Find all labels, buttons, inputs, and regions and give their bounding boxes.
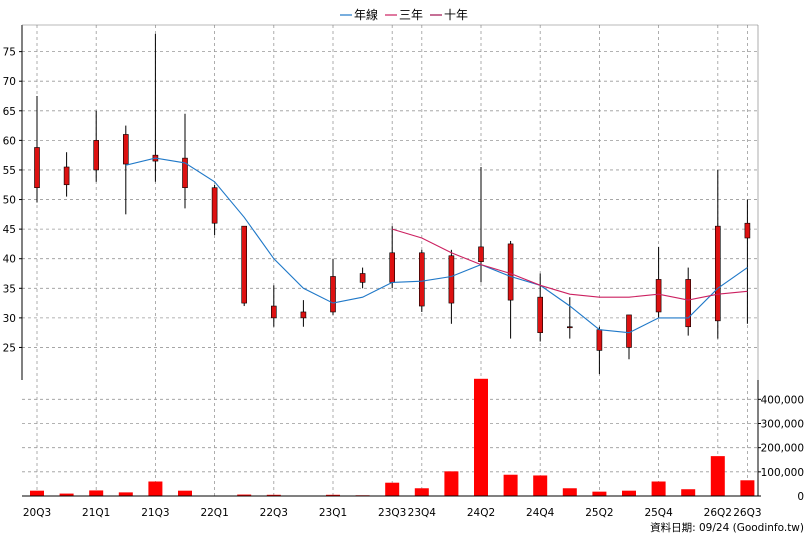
volume-axis-labels: 0 100,000 200,000 300,000 400,000 [758,394,804,503]
volume-bar [148,481,163,496]
candle-body [182,157,188,189]
volume-tick-label: 300,000 [761,419,804,431]
volume-tick-label: 400,000 [761,394,804,406]
candle-body [123,134,129,165]
price-tick-label: 50 [3,195,16,207]
axes [21,24,759,497]
price-axis-labels: 25 30 35 40 45 50 55 60 65 70 75 [3,47,22,354]
volume-bar [740,480,755,496]
x-tick-label: 23Q4 [408,507,437,519]
x-tick-label: 24Q4 [526,507,555,519]
candle-body [359,273,366,283]
volume-bar [178,490,192,496]
candle-body [744,222,751,239]
candle-body [478,246,484,262]
price-tick-label: 25 [3,342,16,354]
x-tick-label: 21Q3 [141,507,169,519]
candle-body [93,140,99,171]
candle-body [63,166,70,186]
ma-year-line [125,157,748,334]
volume-bar [59,493,74,496]
x-tick-label: 26Q2 [704,507,732,519]
legend-label-10y: 十年 [444,8,468,22]
ma-3y-line [392,228,748,301]
volume-bar [118,492,133,496]
price-tick-label: 65 [3,106,16,118]
volume-bar [533,475,548,496]
x-tick-label: 23Q3 [378,507,406,519]
price-tick-label: 75 [3,47,16,59]
x-tick-label: 21Q1 [82,507,110,519]
candle-body [211,187,218,224]
volume-bar [710,456,725,496]
volume-bar [385,482,400,496]
x-tick-label: 25Q2 [585,507,613,519]
price-tick-label: 45 [3,224,16,236]
price-tick-label: 40 [3,254,16,266]
candle-body [685,279,692,328]
volume-bars [30,378,755,496]
price-tick-label: 55 [3,165,16,177]
volume-bar [474,378,488,496]
footer-source: 資料日期: 09/24 (Goodinfo.tw) [650,521,804,534]
price-candles [34,33,751,375]
price-tick-label: 70 [3,76,16,88]
candle-body [330,276,336,313]
legend: 年線 三年 十年 [340,7,468,22]
moving-average-lines [125,157,748,334]
legend-label-year: 年線 [354,7,378,22]
x-tick-label: 22Q3 [260,507,288,519]
candle-body [270,305,277,319]
x-tick-label: 26Q3 [733,507,761,519]
candle-body [241,225,247,304]
candle-body [626,314,632,348]
candle-body [714,225,721,322]
candle-body [566,326,573,329]
volume-bar [592,491,607,496]
x-tick-label: 22Q1 [200,507,228,519]
candle-body [655,279,662,313]
volume-bar [237,494,252,496]
volume-bar [444,471,459,496]
x-tick-label: 24Q2 [467,507,495,519]
candle-body [507,243,514,301]
volume-tick-label: 200,000 [761,443,804,455]
volume-bar [503,474,518,496]
candle-body [448,255,455,304]
candle-body [389,252,396,283]
volume-bar [326,494,340,496]
volume-bar [651,481,666,496]
candle-body [418,252,425,307]
volume-bar [89,490,104,496]
candle-body [596,329,603,351]
volume-bar [414,488,429,496]
legend-label-3y: 三年 [399,8,423,22]
x-tick-label: 25Q4 [644,507,673,519]
x-axis-labels: 20Q3 21Q1 21Q3 22Q1 22Q3 23Q1 23Q3 23Q4 24Q2 24Q4… [23,507,762,519]
volume-bar [681,489,696,496]
candle-body [300,311,307,319]
candle-body [34,147,40,189]
volume-bar [30,490,44,496]
volume-tick-label: 100,000 [761,467,804,479]
price-tick-label: 35 [3,283,16,295]
volume-tick-label: 0 [797,491,804,503]
volume-bar [562,488,577,496]
price-tick-label: 60 [3,135,16,147]
x-tick-label: 23Q1 [319,507,347,519]
volume-bar [622,490,636,496]
volume-bar [266,494,281,496]
candle-body [537,296,544,333]
price-tick-label: 30 [3,313,16,325]
x-tick-label: 20Q3 [23,507,51,519]
